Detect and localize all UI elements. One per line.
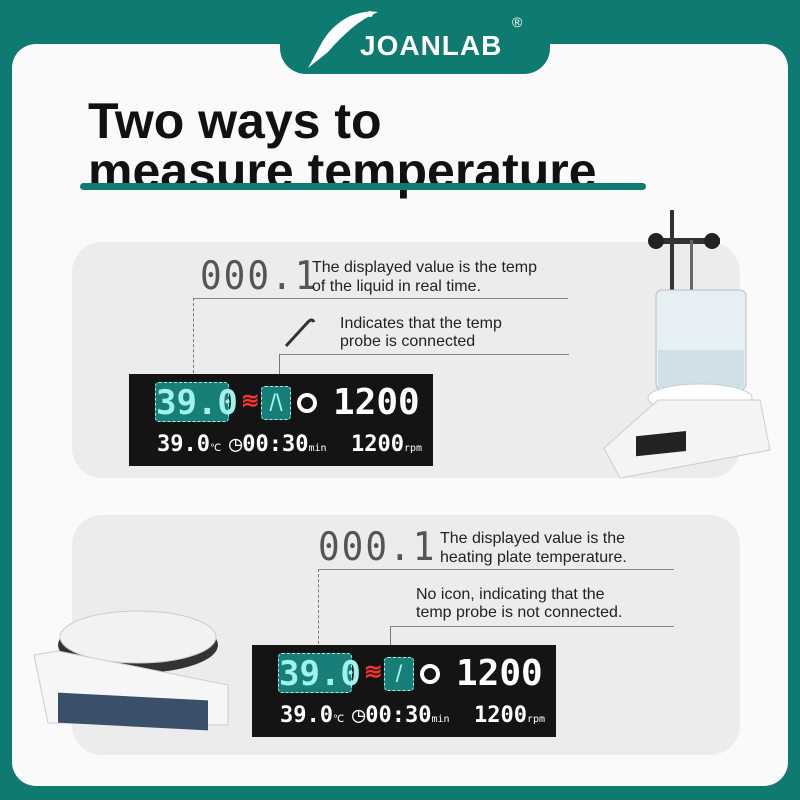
note-noprobe-line1: No icon, indicating that the <box>416 586 605 603</box>
timer: ◷00:30min <box>229 432 327 457</box>
headline-underline <box>80 183 646 190</box>
speed-readout: 1200 <box>333 382 420 423</box>
speed-unit: rpm <box>526 714 546 725</box>
timer-unit: min <box>308 443 327 454</box>
clock-icon: ◷ <box>229 432 243 457</box>
note-noprobe-line2: temp probe is not connected. <box>416 604 623 621</box>
control-display: 39.0 ≋ / 1200 39.0℃ ◷00:30min 1200rpm <box>252 645 556 737</box>
headline-line1: Two ways to <box>88 93 382 149</box>
registered-mark: ® <box>512 14 523 30</box>
set-speed: 1200rpm <box>474 703 545 728</box>
stirrer-with-beaker-image <box>603 210 771 479</box>
logo-tab <box>280 0 550 74</box>
set-speed-value: 1200 <box>474 703 527 728</box>
note-probe-line1: Indicates that the temp <box>340 315 502 332</box>
callout-dashed <box>193 298 194 378</box>
main-temp-readout: 39.0 <box>155 382 238 423</box>
set-temp-value: 39.0 <box>157 432 210 457</box>
note-probe-line2: probe is connected <box>340 333 476 350</box>
callout-line <box>279 354 569 355</box>
temperature-probe-icon <box>284 318 316 348</box>
speed-unit: rpm <box>403 443 423 454</box>
probe-icon: / <box>384 657 414 691</box>
heating-icon: ≋ <box>364 659 383 684</box>
brand-logo: JOANLAB <box>360 30 503 61</box>
callout-line <box>279 354 280 378</box>
callout-line <box>318 569 674 570</box>
probe-icon: /\ <box>261 386 291 420</box>
callout-dashed <box>318 569 319 649</box>
note-plate-line1: The displayed value is the <box>440 530 625 547</box>
note-liquid-line1: The displayed value is the temp <box>312 259 538 276</box>
stir-icon <box>297 393 317 413</box>
set-speed: 1200rpm <box>351 432 422 457</box>
callout-line <box>390 626 674 627</box>
set-temp-value: 39.0 <box>280 703 333 728</box>
timer: ◷00:30min <box>352 703 450 728</box>
clock-icon: ◷ <box>352 703 366 728</box>
note-liquid-line2: of the liquid in real time. <box>312 278 481 295</box>
note-plate-line2: heating plate temperature. <box>440 549 627 566</box>
timer-unit: min <box>431 714 450 725</box>
stirrer-image <box>33 610 229 731</box>
callout-line <box>390 626 391 648</box>
timer-value: 00:30 <box>242 432 309 457</box>
segment-sample: 000.1 <box>318 524 437 571</box>
fish-logo-icon <box>308 11 378 68</box>
main-temp-readout: 39.0 <box>278 653 361 694</box>
set-speed-value: 1200 <box>351 432 404 457</box>
timer-value: 00:30 <box>365 703 432 728</box>
set-temp: 39.0℃ <box>157 432 221 457</box>
control-display: 39.0 ≋ /\ 1200 39.0℃ ◷00:30min 1200rpm <box>129 374 433 466</box>
stir-icon <box>420 664 440 684</box>
temp-unit: ℃ <box>332 714 345 725</box>
temp-unit: ℃ <box>209 443 222 454</box>
callout-line <box>193 298 568 299</box>
heating-icon: ≋ <box>241 388 260 413</box>
speed-readout: 1200 <box>456 653 543 694</box>
set-temp: 39.0℃ <box>280 703 344 728</box>
segment-sample: 000.1 <box>200 253 319 300</box>
